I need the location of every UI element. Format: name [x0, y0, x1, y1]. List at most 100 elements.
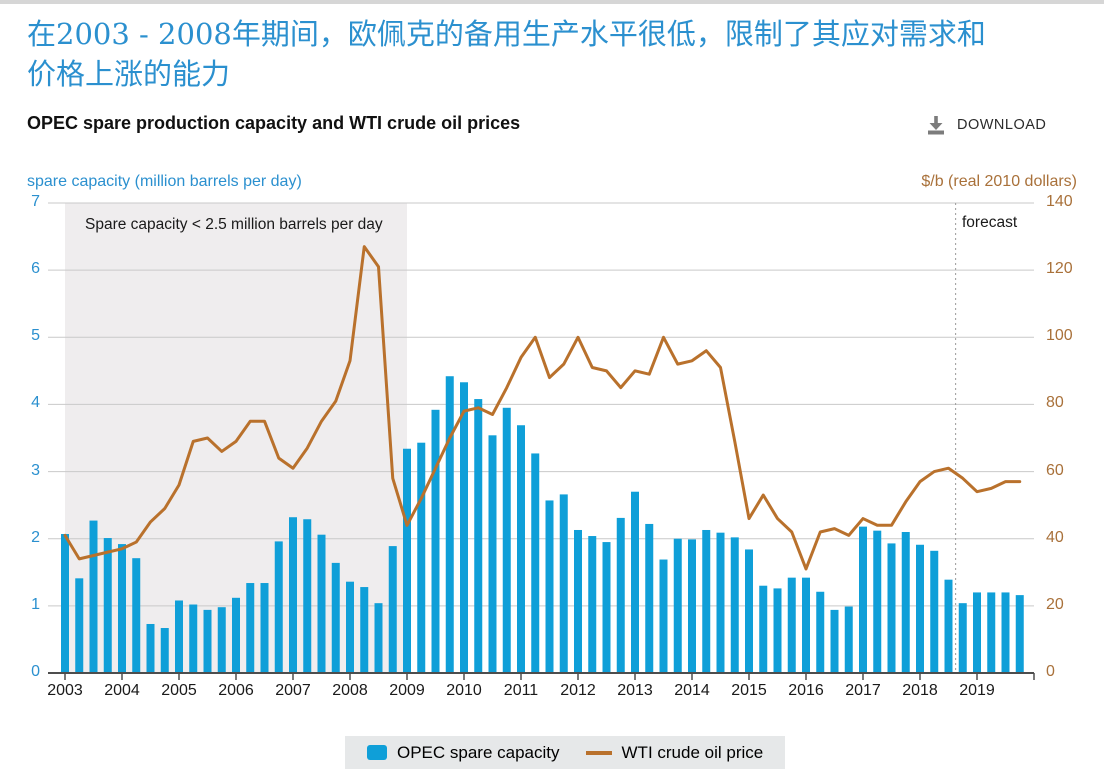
spare-capacity-bar	[189, 604, 198, 673]
spare-capacity-bar	[89, 520, 98, 673]
spare-capacity-bar	[118, 544, 126, 673]
left-axis-title: spare capacity (million barrels per day)	[27, 173, 302, 190]
spare-capacity-bar	[331, 562, 340, 673]
x-axis-year-label: 2004	[104, 682, 140, 699]
spare-capacity-bar	[944, 579, 953, 673]
spare-capacity-bar	[403, 448, 411, 673]
spare-capacity-bar	[160, 628, 169, 673]
spare-capacity-bar	[232, 597, 240, 673]
spare-capacity-bar	[132, 558, 141, 673]
download-icon	[928, 116, 944, 135]
spare-capacity-bar	[417, 442, 426, 673]
x-axis-year-label: 2009	[389, 682, 425, 699]
top-divider	[0, 0, 1104, 4]
spare-capacity-bar	[716, 532, 725, 673]
left-axis-tick-label: 2	[31, 528, 40, 546]
spare-capacity-bar	[531, 453, 540, 673]
x-axis-year-label: 2006	[218, 682, 254, 699]
shaded-region-label: Spare capacity < 2.5 million barrels per…	[85, 216, 383, 233]
spare-capacity-bar	[773, 588, 782, 673]
spare-capacity-bar	[873, 530, 882, 673]
left-axis-tick-label: 5	[31, 327, 40, 345]
left-axis-tick-label: 4	[31, 394, 40, 412]
x-axis-year-label: 2015	[731, 682, 767, 699]
spare-capacity-bar	[317, 534, 326, 673]
legend: OPEC spare capacity WTI crude oil price	[345, 736, 786, 769]
spare-capacity-bar	[289, 517, 297, 673]
x-axis-year-label: 2012	[560, 682, 596, 699]
spare-capacity-bar	[930, 550, 939, 673]
spare-capacity-bar	[445, 376, 454, 673]
x-axis-year-label: 2014	[674, 682, 710, 699]
spare-capacity-bar	[602, 542, 611, 673]
spare-capacity-bar	[759, 585, 768, 673]
spare-capacity-bar	[545, 500, 554, 673]
right-axis-title: $/b (real 2010 dollars)	[921, 173, 1077, 190]
right-axis-tick-label: 40	[1046, 528, 1064, 546]
spare-capacity-bar	[887, 543, 896, 673]
spare-capacity-bar	[175, 600, 183, 673]
spare-capacity-bar	[987, 592, 996, 673]
spare-capacity-bar	[431, 409, 440, 673]
spare-capacity-bar	[659, 559, 668, 673]
spare-capacity-bar	[260, 583, 269, 673]
legend-item-wti-price[interactable]: WTI crude oil price	[585, 742, 764, 763]
spare-capacity-bar	[688, 539, 696, 673]
spare-capacity-bar	[388, 546, 397, 673]
spare-capacity-bar	[75, 578, 84, 673]
x-axis-year-label: 2017	[845, 682, 881, 699]
spare-capacity-bar	[844, 606, 853, 673]
forecast-label: forecast	[962, 214, 1018, 231]
spare-capacity-bar	[360, 587, 369, 673]
download-label: DOWNLOAD	[957, 117, 1047, 133]
x-axis-year-label: 2005	[161, 682, 197, 699]
spare-capacity-bar	[588, 536, 597, 673]
headline: 在2003 - 2008年期间，欧佩克的备用生产水平很低，限制了其应对需求和 价…	[27, 14, 1087, 94]
right-axis-tick-label: 140	[1046, 193, 1073, 210]
spare-capacity-bar	[802, 577, 810, 673]
x-axis-year-label: 2010	[446, 682, 482, 699]
spare-capacity-bar	[460, 382, 468, 673]
spare-capacity-bar	[246, 583, 255, 673]
x-axis-year-label: 2003	[47, 682, 83, 699]
spare-capacity-bar	[274, 541, 283, 673]
spare-capacity-bar	[346, 581, 354, 673]
x-axis-year-label: 2011	[503, 682, 539, 699]
headline-line-2: 价格上涨的能力	[27, 57, 231, 91]
legend-item-spare-capacity[interactable]: OPEC spare capacity	[367, 743, 560, 763]
legend-line-label: WTI crude oil price	[621, 742, 764, 762]
x-axis-year-label: 2019	[959, 682, 995, 699]
spare-capacity-bar	[859, 526, 867, 673]
spare-capacity-bar	[146, 623, 155, 673]
spare-capacity-bar	[916, 544, 924, 673]
left-axis-tick-label: 3	[31, 461, 40, 479]
download-button[interactable]: DOWNLOAD	[925, 114, 1046, 136]
spare-capacity-bar	[730, 537, 739, 673]
spare-capacity-bar	[631, 491, 639, 673]
right-axis-tick-label: 20	[1046, 595, 1064, 613]
x-axis-year-label: 2016	[788, 682, 824, 699]
spare-capacity-bar	[830, 609, 839, 673]
x-axis-year-label: 2018	[902, 682, 938, 699]
headline-line-1: 在2003 - 2008年期间，欧佩克的备用生产水平很低，限制了其应对需求和	[27, 17, 986, 51]
spare-capacity-bar	[645, 523, 654, 673]
spare-capacity-bar	[474, 399, 483, 673]
left-axis-tick-label: 6	[31, 260, 40, 278]
left-axis-tick-label: 1	[31, 595, 40, 613]
spare-capacity-bar	[303, 519, 312, 673]
right-axis-tick-label: 80	[1046, 394, 1064, 412]
spare-capacity-bar	[203, 609, 212, 673]
spare-capacity-bar	[488, 435, 497, 673]
spare-capacity-bar	[61, 534, 69, 673]
left-axis-tick-label: 7	[31, 193, 40, 210]
line-series-swatch	[585, 750, 612, 755]
right-axis-tick-label: 120	[1046, 260, 1073, 278]
chart-title: OPEC spare production capacity and WTI c…	[27, 113, 521, 133]
spare-capacity-bar	[517, 425, 525, 673]
spare-capacity-bar	[559, 494, 568, 673]
spare-capacity-bar	[787, 577, 796, 673]
x-axis-year-label: 2013	[617, 682, 653, 699]
spare-capacity-bar	[673, 538, 682, 673]
spare-capacity-bar	[745, 549, 753, 673]
